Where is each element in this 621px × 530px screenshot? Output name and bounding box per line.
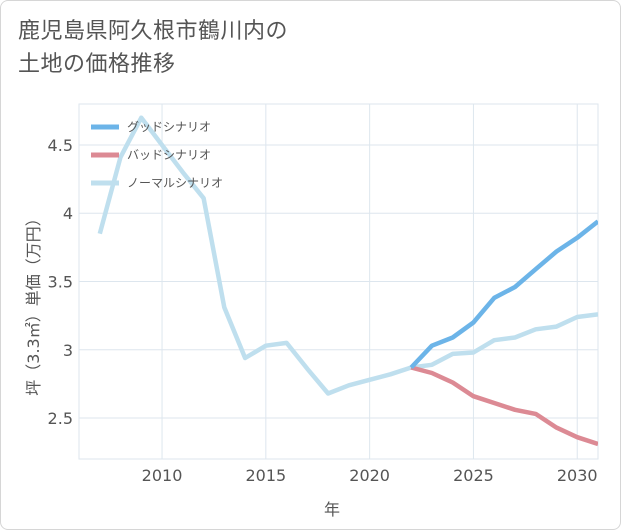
series-line-normal [97,115,598,396]
series-line-bad [410,365,598,447]
grid [78,103,599,460]
series-line-good [409,219,598,370]
y-tick-label: 4.5 [48,136,73,155]
x-tick-label: 2025 [453,466,494,485]
series-lines [97,115,598,447]
legend-label-good: グッドシナリオ [127,120,211,134]
x-tick-label: 2010 [142,466,183,485]
y-axis-title: 坪（3.3㎡）単価（万円） [24,210,43,395]
y-tick-label: 2.5 [48,409,73,428]
chart-title: 鹿児島県阿久根市鶴川内の 土地の価格推移 [18,15,288,81]
x-tick-label: 2030 [557,466,598,485]
y-tick-label: 3.5 [48,273,73,292]
tick-labels: 2010 2015 2020 2025 2030 2.5 3 3.5 4 4.5 [48,136,598,485]
legend-label-normal: ノーマルシナリオ [127,176,223,190]
x-tick-label: 2015 [245,466,286,485]
legend-label-bad: バッドシナリオ [127,148,211,162]
y-tick-label: 4 [63,204,73,223]
chart-title-line-1: 鹿児島県阿久根市鶴川内の [18,19,289,44]
x-tick-label: 2020 [349,466,390,485]
y-tick-label: 3 [63,341,73,360]
chart-title-line-2: 土地の価格推移 [18,52,176,77]
x-axis-title: 年 [324,500,340,519]
